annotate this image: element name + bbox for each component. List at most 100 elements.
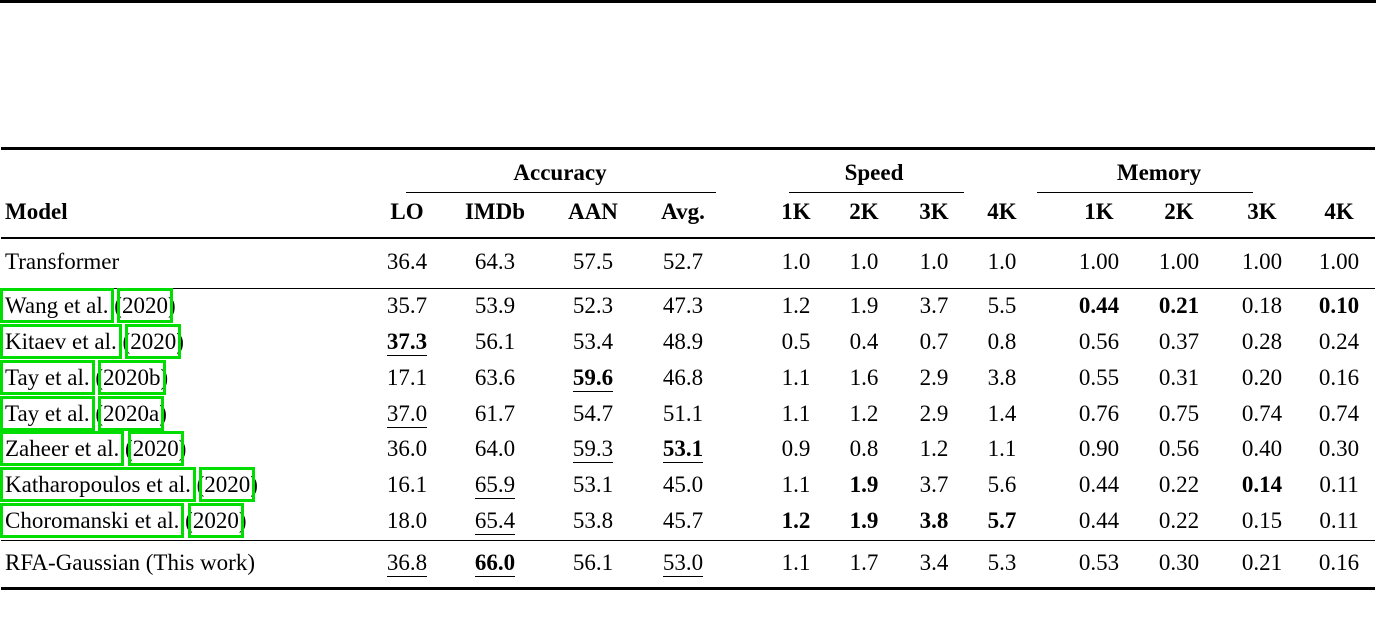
value-text: 35.7 (386, 293, 428, 319)
value-text: 59.6 (572, 365, 614, 392)
value-text: 36.0 (386, 436, 428, 462)
value-text: 18.0 (386, 507, 428, 533)
value-text: 0.76 (1078, 400, 1120, 426)
value-text: 0.24 (1318, 329, 1360, 354)
citation-year-link[interactable]: 2020 (199, 467, 256, 502)
value-text: 3.4 (919, 549, 949, 575)
value-cell: 0.22 (1137, 468, 1221, 504)
table-row: Choromanski et al. (2020) 18.0 65.4 53.8 45.… (0, 502, 1375, 540)
value-cell: 0.40 (1221, 432, 1303, 468)
value-cell: 5.6 (969, 468, 1035, 504)
value-cell: 0.56 (1137, 432, 1221, 468)
citation-author-link[interactable]: Choromanski et al. (0, 502, 185, 538)
memory-group-rule (1037, 191, 1254, 193)
baseline-section: Transformer 36.4 64.3 57.5 52.7 1.0 1.0 1.0 1.0 1… (1, 238, 1375, 289)
value-cell: 1.0 (969, 238, 1035, 289)
value-cell: 0.18 (1221, 289, 1303, 325)
column-gap (725, 432, 763, 468)
column-gap (1035, 325, 1061, 361)
value-text: 0.40 (1241, 436, 1283, 462)
column-gap (725, 193, 763, 238)
column-gap (1035, 193, 1061, 238)
value-text: 37.0 (386, 401, 428, 428)
value-text: 36.4 (386, 248, 428, 274)
page-top-border (0, 0, 1376, 3)
value-cell: 57.5 (545, 238, 641, 289)
value-text: 0.9 (781, 436, 811, 462)
value-cell: 0.76 (1061, 397, 1137, 433)
value-text: 51.1 (662, 400, 704, 426)
value-text: 0.53 (1078, 549, 1120, 575)
value-cell: 1.1 (969, 432, 1035, 468)
speed-group-rule (789, 191, 964, 193)
citation-year-link[interactable]: 2020 (187, 502, 244, 538)
value-cell: 2.9 (899, 361, 969, 397)
model-header-spacer (1, 148, 369, 193)
citation-year-link[interactable]: 2020a (98, 395, 165, 431)
citation-author-link[interactable]: Katharopoulos et al. (0, 467, 196, 502)
value-text: 46.8 (662, 364, 704, 390)
value-cell: 53.1 (641, 432, 725, 468)
value-text: 64.0 (474, 436, 516, 462)
citation-year-link[interactable]: 2020 (127, 431, 184, 467)
value-text: 1.9 (849, 472, 879, 497)
value-text: 1.1 (781, 364, 811, 390)
value-text: 66.0 (474, 550, 516, 577)
citation-year-link[interactable]: 2020 (125, 324, 182, 359)
citation-author-link[interactable]: Zaheer et al. (0, 431, 125, 467)
value-text: 3.7 (919, 293, 949, 319)
citation-author-link[interactable]: Tay et al. (0, 395, 95, 431)
value-cell: 5.5 (969, 289, 1035, 325)
column-gap (725, 361, 763, 397)
value-text: 65.9 (474, 472, 516, 500)
value-cell: 1.9 (829, 468, 899, 504)
value-text: 0.4 (849, 329, 879, 354)
value-text: 48.9 (662, 329, 704, 354)
value-text: 0.31 (1158, 364, 1200, 390)
table-row: Zaheer et al. (2020) 36.0 64.0 59.3 53.1 0.9 0… (0, 431, 1375, 468)
value-text: 0.56 (1158, 436, 1200, 462)
value-cell: 47.3 (641, 289, 725, 325)
value-cell: 0.10 (1303, 289, 1375, 325)
value-text: 1.9 (849, 507, 879, 533)
value-text: 5.7 (987, 507, 1017, 533)
table-row: Transformer 36.4 64.3 57.5 52.7 1.0 1.0 1.0 1.0 1… (1, 238, 1375, 289)
value-text: 52.7 (662, 248, 704, 274)
value-cell: 3.4 (899, 540, 969, 589)
column-gap (725, 468, 763, 504)
value-text: 53.0 (662, 550, 704, 577)
value-cell: 5.7 (969, 504, 1035, 540)
value-cell: 1.1 (763, 397, 829, 433)
value-text: 0.22 (1158, 472, 1200, 497)
column-gap (1035, 468, 1061, 504)
value-text: 0.8 (849, 436, 879, 462)
value-cell: 56.1 (545, 540, 641, 589)
value-cell: 0.14 (1221, 468, 1303, 504)
value-cell: 37.3 (369, 325, 445, 361)
value-cell: 0.55 (1061, 361, 1137, 397)
value-text: 0.30 (1318, 436, 1360, 462)
citation-author-link[interactable]: Wang et al. (0, 288, 114, 324)
citation-author-link[interactable]: Kitaev et al. (0, 324, 122, 359)
value-text: 52.3 (572, 293, 614, 319)
value-text: 2.9 (919, 400, 949, 426)
citation-year-link[interactable]: 2020 (116, 288, 173, 324)
value-text: 54.7 (572, 400, 614, 426)
value-cell: 64.0 (445, 432, 545, 468)
value-text: 37.3 (386, 329, 428, 357)
value-cell: 0.16 (1303, 361, 1375, 397)
citation-year-link[interactable]: 2020b (98, 359, 166, 395)
model-cell: Zaheer et al. (2020) (0, 431, 187, 467)
value-text: 56.1 (474, 329, 516, 354)
citation-author-link[interactable]: Tay et al. (0, 359, 95, 395)
col-header-avg: Avg. (661, 198, 705, 224)
col-header-imdb: IMDb (464, 198, 526, 224)
value-cell: 53.1 (545, 468, 641, 504)
value-cell: 0.21 (1137, 289, 1221, 325)
value-text: 1.0 (849, 248, 879, 274)
value-text: 1.4 (987, 400, 1017, 426)
value-text: 1.1 (781, 549, 811, 575)
col-header-memory-3k: 3K (1247, 198, 1277, 224)
value-text: 65.4 (474, 508, 516, 535)
model-cell: Choromanski et al. (2020) (0, 502, 247, 538)
